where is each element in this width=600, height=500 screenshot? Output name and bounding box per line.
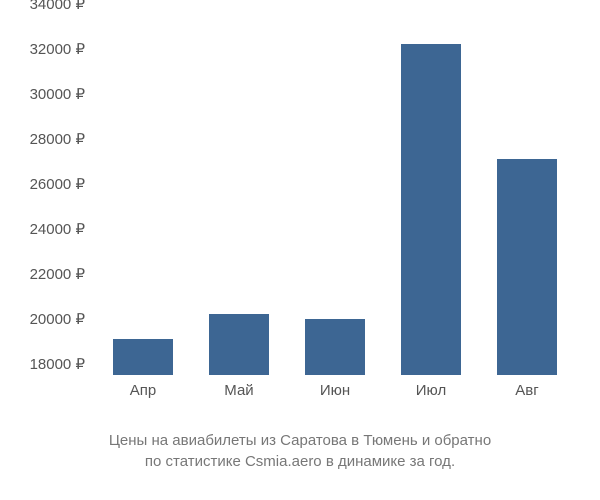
y-tick-label: 18000 ₽ [5, 355, 85, 375]
y-tick-label: 30000 ₽ [5, 85, 85, 105]
x-tick-label: Июл [401, 382, 461, 399]
bar [401, 44, 461, 375]
y-tick-label: 20000 ₽ [5, 310, 85, 330]
bar [305, 319, 365, 375]
y-tick-label: 32000 ₽ [5, 40, 85, 60]
y-tick-label: 34000 ₽ [5, 0, 85, 15]
plot-area: 18000 ₽20000 ₽22000 ₽24000 ₽26000 ₽28000… [95, 15, 575, 375]
caption-line-2: по статистике Csmia.aero в динамике за г… [145, 453, 455, 470]
y-tick-label: 24000 ₽ [5, 220, 85, 240]
bar [497, 159, 557, 375]
bar [113, 339, 173, 375]
x-tick-label: Май [209, 382, 269, 399]
x-axis: Апр Май Июн Июл Авг [95, 379, 575, 407]
x-tick-label: Июн [305, 382, 365, 399]
y-axis: 18000 ₽20000 ₽22000 ₽24000 ₽26000 ₽28000… [10, 5, 90, 380]
caption-line-1: Цены на авиабилеты из Саратова в Тюмень … [109, 432, 491, 449]
x-tick-label: Апр [113, 382, 173, 399]
y-tick-label: 28000 ₽ [5, 130, 85, 150]
y-tick-label: 22000 ₽ [5, 265, 85, 285]
bar [209, 314, 269, 375]
y-tick-label: 26000 ₽ [5, 175, 85, 195]
x-tick-label: Авг [497, 382, 557, 399]
chart-caption: Цены на авиабилеты из Саратова в Тюмень … [0, 430, 600, 472]
bar-chart: 18000 ₽20000 ₽22000 ₽24000 ₽26000 ₽28000… [95, 15, 575, 405]
